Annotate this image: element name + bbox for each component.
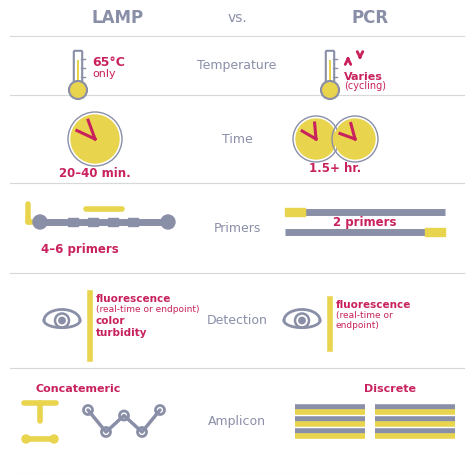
Text: Temperature: Temperature [197, 59, 277, 72]
Bar [329, 60, 331, 82]
Text: turbidity: turbidity [96, 328, 147, 338]
Text: only: only [92, 69, 116, 79]
Circle shape [296, 119, 336, 159]
Circle shape [332, 116, 378, 162]
Bar [77, 60, 79, 82]
Text: (real-time or: (real-time or [336, 311, 393, 320]
Circle shape [33, 215, 47, 229]
Circle shape [71, 115, 119, 163]
Circle shape [293, 116, 339, 162]
Text: 65°C: 65°C [92, 55, 125, 69]
FancyBboxPatch shape [326, 51, 334, 84]
Circle shape [22, 435, 30, 443]
Circle shape [68, 112, 122, 166]
Text: (cycling): (cycling) [344, 81, 386, 91]
Circle shape [50, 435, 58, 443]
Bar [285, 208, 305, 216]
Text: LAMP: LAMP [92, 9, 144, 27]
Bar [128, 218, 138, 226]
Text: Discrete: Discrete [364, 384, 416, 394]
FancyBboxPatch shape [74, 51, 82, 84]
Text: fluorescence: fluorescence [336, 300, 411, 310]
Circle shape [299, 317, 305, 324]
Text: Varies: Varies [344, 72, 383, 82]
Circle shape [59, 317, 65, 324]
Circle shape [69, 81, 87, 99]
Text: Amplicon: Amplicon [208, 414, 266, 428]
Bar [108, 218, 118, 226]
Text: 2 primers: 2 primers [333, 216, 397, 228]
Text: Detection: Detection [207, 314, 267, 327]
Text: (real-time or endpoint): (real-time or endpoint) [96, 305, 200, 314]
Circle shape [161, 215, 175, 229]
Text: Primers: Primers [213, 221, 261, 235]
Bar [88, 218, 98, 226]
Text: endpoint): endpoint) [336, 321, 380, 330]
Text: 20–40 min.: 20–40 min. [59, 166, 131, 180]
Text: Concatemeric: Concatemeric [35, 384, 121, 394]
Text: fluorescence: fluorescence [96, 293, 172, 303]
Text: PCR: PCR [351, 9, 389, 27]
Text: 1.5+ hr.: 1.5+ hr. [310, 162, 362, 174]
Text: vs.: vs. [227, 11, 247, 25]
Bar [68, 218, 78, 226]
Circle shape [321, 81, 339, 99]
Bar [425, 228, 445, 236]
Text: color: color [96, 317, 126, 327]
Text: Time: Time [222, 133, 252, 146]
Text: 4–6 primers: 4–6 primers [41, 244, 119, 256]
Circle shape [335, 119, 375, 159]
